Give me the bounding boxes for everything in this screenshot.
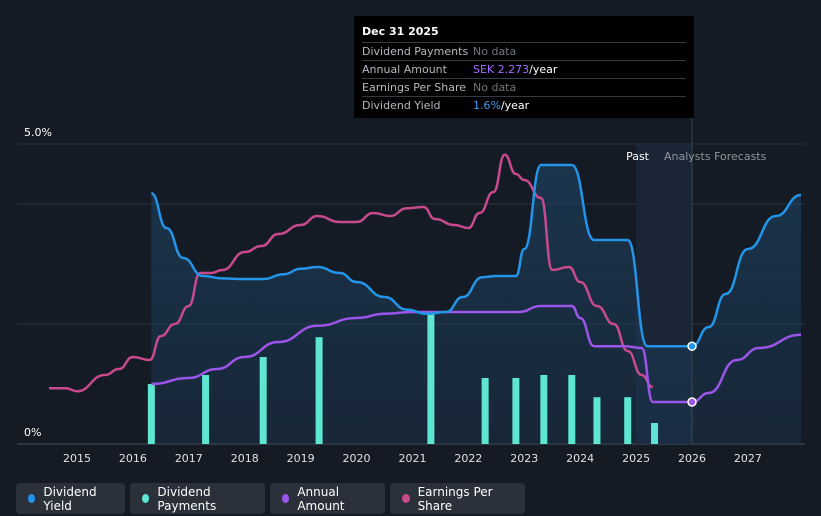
x-tick-label: 2026: [678, 452, 706, 465]
x-tick-label: 2023: [510, 452, 538, 465]
tooltip-value: No data: [473, 81, 517, 94]
tooltip-label: Annual Amount: [362, 63, 447, 76]
dividend-payment-bar: [651, 423, 659, 444]
x-tick-label: 2017: [175, 452, 203, 465]
dividend-payment-bar: [540, 375, 548, 444]
y-tick-label-min: 0%: [24, 426, 41, 439]
dividend-payment-bar: [147, 384, 155, 444]
legend-item-dividend-yield[interactable]: Dividend Yield: [16, 483, 125, 514]
tooltip-value: SEK 2.273/year: [473, 63, 557, 76]
x-tick-label: 2018: [231, 452, 259, 465]
tooltip-row-earnings-per-share: Earnings Per Share No data: [362, 78, 686, 96]
dividend-payment-bar: [593, 397, 601, 444]
tooltip-value-suffix: /year: [500, 99, 530, 112]
tooltip-label: Dividend Payments: [362, 45, 469, 58]
tooltip-row-dividend-payments: Dividend Payments No data: [362, 42, 686, 60]
legend-label: Earnings Per Share: [417, 484, 493, 513]
dividend-payment-bar: [202, 375, 210, 444]
legend-dot-icon: [142, 494, 150, 503]
dividend-payment-bar: [259, 357, 267, 444]
tooltip-label: Earnings Per Share: [362, 81, 467, 94]
dividend-payment-bar: [315, 337, 323, 444]
legend-label: Dividend Payments: [157, 484, 217, 513]
x-tick-label: 2021: [398, 452, 426, 465]
tooltip: Dec 31 2025 Dividend Payments No data An…: [354, 16, 694, 118]
x-tick-label: 2024: [566, 452, 594, 465]
x-tick-label: 2020: [343, 452, 371, 465]
legend-item-dividend-payments[interactable]: Dividend Payments: [130, 483, 265, 514]
tooltip-value: No data: [473, 45, 517, 58]
past-label: Past: [626, 150, 650, 163]
dividend-payment-bar: [481, 378, 489, 444]
legend-dot-icon: [282, 494, 290, 503]
tooltip-value-highlight: 1.6%: [473, 99, 501, 112]
data-point-marker: [687, 397, 697, 407]
tooltip-value-highlight: SEK 2.273: [473, 63, 530, 76]
legend-label: Annual Amount: [297, 484, 345, 513]
x-tick-label: 2027: [734, 452, 762, 465]
dividend-yield-area: [151, 165, 802, 444]
dividend-payment-bar: [568, 375, 576, 444]
earnings-per-share-line: [49, 153, 654, 393]
tooltip-value-suffix: /year: [529, 63, 558, 76]
tooltip-value: 1.6%/year: [473, 99, 529, 112]
legend-item-annual-amount[interactable]: Annual Amount: [270, 483, 385, 514]
forecast-label: Analysts Forecasts: [664, 150, 767, 163]
x-tick-label: 2016: [119, 452, 147, 465]
tooltip-date: Dec 31 2025: [362, 25, 439, 38]
legend-item-earnings-per-share[interactable]: Earnings Per Share: [390, 483, 525, 514]
x-tick-label: 2025: [622, 452, 650, 465]
y-tick-label-max: 5.0%: [24, 126, 52, 139]
x-tick-label: 2019: [287, 452, 315, 465]
tooltip-row-annual-amount: Annual Amount SEK 2.273/year: [362, 60, 686, 78]
tooltip-label: Dividend Yield: [362, 99, 441, 112]
tooltip-row-dividend-yield: Dividend Yield 1.6%/year: [362, 96, 686, 114]
dividend-payment-bar: [427, 312, 435, 444]
dividend-payment-bar: [624, 397, 632, 444]
data-point-marker: [687, 341, 697, 351]
legend-dot-icon: [28, 494, 36, 503]
x-tick-label: 2022: [454, 452, 482, 465]
legend-label: Dividend Yield: [43, 484, 97, 513]
x-tick-label: 2015: [63, 452, 91, 465]
annual-amount-line: [151, 304, 802, 404]
dividend-payment-bar: [512, 378, 520, 444]
legend-dot-icon: [402, 494, 410, 503]
dividend-yield-line: [150, 163, 802, 348]
